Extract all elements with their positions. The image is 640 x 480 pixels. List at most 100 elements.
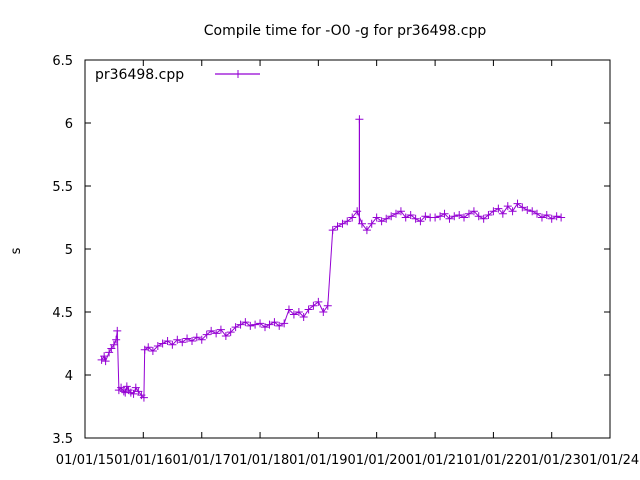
data-point-marker xyxy=(270,318,279,327)
data-point-marker xyxy=(207,326,216,335)
data-point-marker xyxy=(328,226,337,235)
y-tick-label: 4.5 xyxy=(52,306,73,321)
data-point-marker xyxy=(294,308,303,316)
x-tick-label: 01/01/16 xyxy=(114,453,172,468)
data-point-marker xyxy=(436,212,445,221)
data-point-marker xyxy=(236,320,245,329)
x-tick-label: 01/01/22 xyxy=(464,453,522,468)
series-line xyxy=(101,202,562,399)
data-point-marker xyxy=(508,207,517,216)
data-point-marker xyxy=(542,210,551,219)
data-point-marker xyxy=(231,323,240,332)
legend-marker-sample xyxy=(234,70,242,78)
data-point-marker xyxy=(498,209,507,218)
data-point-marker xyxy=(528,207,537,216)
data-point-marker xyxy=(489,207,498,216)
y-axis: 3.5 4 4.5 5 5.5 6 6.5 xyxy=(52,54,610,447)
data-point-marker xyxy=(129,389,138,398)
data-point-marker xyxy=(275,321,284,330)
data-point-marker xyxy=(552,212,561,221)
x-tick-label: 01/01/21 xyxy=(406,453,464,468)
data-point-marker xyxy=(533,209,542,218)
data-point-marker xyxy=(440,209,449,218)
data-point-marker xyxy=(112,335,121,344)
data-point-marker xyxy=(183,334,192,343)
data-point-marker xyxy=(105,348,114,357)
data-point-marker xyxy=(401,213,410,222)
y-tick-label: 6 xyxy=(65,117,73,132)
data-point-marker xyxy=(372,213,381,222)
data-point-marker xyxy=(148,347,157,356)
spike-marker xyxy=(355,115,364,124)
x-axis: 01/01/15 01/01/16 01/01/17 01/01/18 01/01/19… xyxy=(56,60,639,468)
data-point-marker xyxy=(246,321,255,330)
data-point-marker xyxy=(178,338,187,347)
chart-title: Compile time for -O0 -g for pr36498.cpp xyxy=(204,23,487,39)
data-point-marker xyxy=(314,297,323,306)
data-point-marker xyxy=(122,382,131,391)
data-point-marker xyxy=(265,320,274,329)
data-point-marker xyxy=(153,342,162,351)
y-tick-label: 4 xyxy=(65,369,73,384)
data-point-marker xyxy=(484,210,493,219)
y-tick-label: 6.5 xyxy=(52,54,73,69)
data-point-marker xyxy=(494,204,503,213)
data-point-marker xyxy=(387,212,396,221)
data-point-marker xyxy=(256,319,265,328)
data-point-marker xyxy=(464,209,473,218)
data-point-marker xyxy=(261,323,270,332)
data-point-marker xyxy=(537,213,546,222)
data-point-marker xyxy=(416,217,425,226)
data-point-marker xyxy=(226,328,235,337)
data-point-marker xyxy=(411,214,420,223)
data-point-marker xyxy=(338,219,347,228)
data-point-marker xyxy=(113,326,122,335)
data-point-marker xyxy=(212,329,221,338)
data-point-marker xyxy=(479,214,488,223)
data-point-marker xyxy=(100,352,109,361)
data-point-marker xyxy=(109,340,118,349)
data-point-marker xyxy=(168,340,177,349)
data-point-marker xyxy=(139,393,148,402)
x-tick-label: 01/01/19 xyxy=(289,453,347,468)
data-point-marker xyxy=(445,214,454,223)
data-point-marker xyxy=(158,339,167,348)
data-point-marker xyxy=(323,301,332,310)
data-point-marker xyxy=(251,320,260,329)
data-point-marker xyxy=(284,305,293,314)
data-point-marker xyxy=(241,318,250,327)
data-point-marker xyxy=(460,213,469,222)
data-point-marker xyxy=(503,202,512,211)
data-point-marker xyxy=(377,217,386,226)
data-point-marker xyxy=(192,333,201,342)
data-point-marker xyxy=(101,357,110,366)
plot-frame xyxy=(84,59,611,439)
data-point-marker xyxy=(163,336,172,345)
data-point-marker xyxy=(367,219,376,228)
legend: pr36498.cpp xyxy=(95,67,260,83)
data-point-marker xyxy=(309,301,318,310)
x-tick-label: 01/01/18 xyxy=(231,453,289,468)
y-axis-label: s xyxy=(9,247,24,254)
data-point-marker xyxy=(396,207,405,216)
series-layer xyxy=(97,115,566,402)
data-point-marker xyxy=(450,212,459,221)
y-tick-label: 5.5 xyxy=(52,180,73,195)
data-point-marker xyxy=(280,319,289,328)
x-tick-label: 01/01/23 xyxy=(523,453,581,468)
data-point-marker xyxy=(557,213,566,222)
data-point-marker xyxy=(348,213,357,222)
x-tick-label: 01/01/20 xyxy=(347,453,405,468)
data-point-marker xyxy=(188,336,197,345)
data-point-marker xyxy=(513,199,522,208)
data-point-marker xyxy=(216,325,225,334)
data-point-marker xyxy=(518,203,527,212)
data-point-marker xyxy=(202,330,211,339)
y-tick-label: 3.5 xyxy=(52,432,73,447)
data-point-marker xyxy=(421,212,430,221)
data-point-marker xyxy=(523,205,532,214)
data-point-marker xyxy=(382,214,391,223)
data-point-marker xyxy=(333,222,342,231)
data-point-marker xyxy=(304,305,313,314)
data-point-marker xyxy=(119,387,128,396)
